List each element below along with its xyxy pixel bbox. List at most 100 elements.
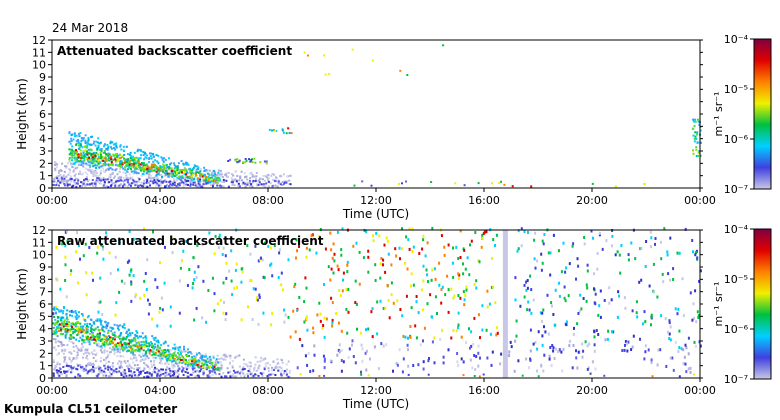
heatmap-cell — [76, 326, 79, 329]
heatmap-cell — [543, 233, 546, 236]
heatmap-cell — [250, 159, 253, 162]
heatmap-cell — [63, 360, 66, 363]
heatmap-cell — [117, 177, 120, 180]
heatmap-cell — [189, 183, 192, 186]
heatmap-cell — [256, 184, 259, 187]
heatmap-cell — [419, 343, 422, 347]
heatmap-cell — [125, 332, 128, 335]
heatmap-cell — [238, 185, 241, 188]
heatmap-cell — [529, 328, 532, 332]
heatmap-cell — [118, 366, 121, 369]
heatmap-cell — [85, 271, 88, 275]
heatmap-cell — [66, 184, 69, 187]
heatmap-cell — [565, 266, 568, 270]
heatmap-cell — [125, 164, 128, 167]
heatmap-cell — [214, 175, 217, 178]
heatmap-cell — [243, 362, 246, 365]
heatmap-cell — [148, 367, 151, 370]
heatmap-cell — [109, 272, 112, 275]
heatmap-cell — [122, 355, 125, 358]
heatmap-cell — [242, 366, 245, 369]
heatmap-cell — [100, 371, 103, 374]
heatmap-cell — [81, 181, 84, 184]
heatmap-cell — [212, 173, 215, 176]
heatmap-cell — [148, 166, 151, 169]
heatmap-cell — [84, 185, 87, 187]
heatmap-cell — [85, 146, 88, 149]
heatmap-cell — [107, 360, 110, 363]
heatmap-cell — [72, 336, 75, 339]
heatmap-cell — [269, 263, 272, 267]
heatmap-cell — [477, 351, 480, 355]
heatmap-cell — [182, 249, 185, 253]
heatmap-cell — [460, 357, 463, 361]
heatmap-cell — [672, 278, 675, 281]
heatmap-cell — [333, 259, 336, 263]
heatmap-cell — [355, 241, 358, 245]
heatmap-cell — [69, 272, 72, 276]
heatmap-cell — [71, 371, 74, 374]
heatmap-cell — [191, 169, 194, 172]
heatmap-cell — [60, 341, 63, 344]
heatmap-cell — [246, 373, 249, 376]
heatmap-cell — [530, 185, 533, 188]
heatmap-cell — [208, 355, 211, 358]
heatmap-cell — [145, 288, 148, 291]
heatmap-cell — [79, 322, 82, 325]
heatmap-cell — [53, 368, 56, 371]
heatmap-cell — [80, 366, 82, 369]
heatmap-cell — [611, 234, 614, 238]
heatmap-cell — [631, 345, 634, 349]
heatmap-cell — [185, 180, 188, 183]
heatmap-cell — [694, 289, 697, 293]
heatmap-cell — [120, 179, 123, 182]
heatmap-cell — [159, 353, 162, 356]
heatmap-cell — [114, 255, 117, 259]
heatmap-cell — [58, 371, 61, 373]
heatmap-cell — [57, 345, 60, 347]
heatmap-cell — [166, 359, 169, 362]
heatmap-cell — [62, 174, 65, 177]
heatmap-cell — [86, 316, 89, 319]
heatmap-cell — [249, 362, 252, 365]
heatmap-cell — [405, 294, 408, 298]
heatmap-cell — [607, 329, 610, 333]
heatmap-cell — [85, 364, 88, 367]
heatmap-cell — [355, 302, 358, 306]
heatmap-cell — [173, 164, 176, 167]
heatmap-cell — [98, 332, 101, 335]
heatmap-cell — [82, 341, 85, 344]
heatmap-cell — [499, 362, 502, 366]
heatmap-cell — [65, 312, 68, 315]
heatmap-cell — [164, 185, 167, 188]
heatmap-cell — [59, 169, 62, 172]
heatmap-cell — [261, 178, 264, 181]
heatmap-cell — [118, 351, 121, 354]
heatmap-cell — [665, 365, 668, 368]
heatmap-cell — [213, 174, 216, 177]
heatmap-cell — [65, 375, 68, 378]
heatmap-cell — [86, 153, 89, 156]
heatmap-cell — [189, 363, 192, 366]
heatmap-cell — [188, 168, 191, 171]
heatmap-cell — [156, 373, 159, 376]
heatmap-cell — [144, 357, 147, 360]
heatmap-cell — [477, 182, 480, 185]
heatmap-cell — [165, 350, 168, 353]
heatmap-cell — [139, 370, 142, 373]
heatmap-cell — [517, 247, 520, 251]
heatmap-cell — [422, 360, 425, 364]
heatmap-cell — [70, 336, 73, 339]
heatmap-cell — [669, 338, 672, 342]
heatmap-cell — [56, 308, 58, 310]
heatmap-cell — [274, 130, 277, 133]
heatmap-cell — [650, 361, 653, 364]
heatmap-cell — [187, 172, 190, 175]
heatmap-cell — [88, 341, 91, 344]
heatmap-cell — [271, 185, 274, 188]
heatmap-cell — [83, 153, 86, 156]
heatmap-cell — [143, 179, 146, 182]
heatmap-cell — [142, 359, 145, 362]
heatmap-cell — [67, 364, 70, 367]
heatmap-cell — [68, 157, 71, 160]
